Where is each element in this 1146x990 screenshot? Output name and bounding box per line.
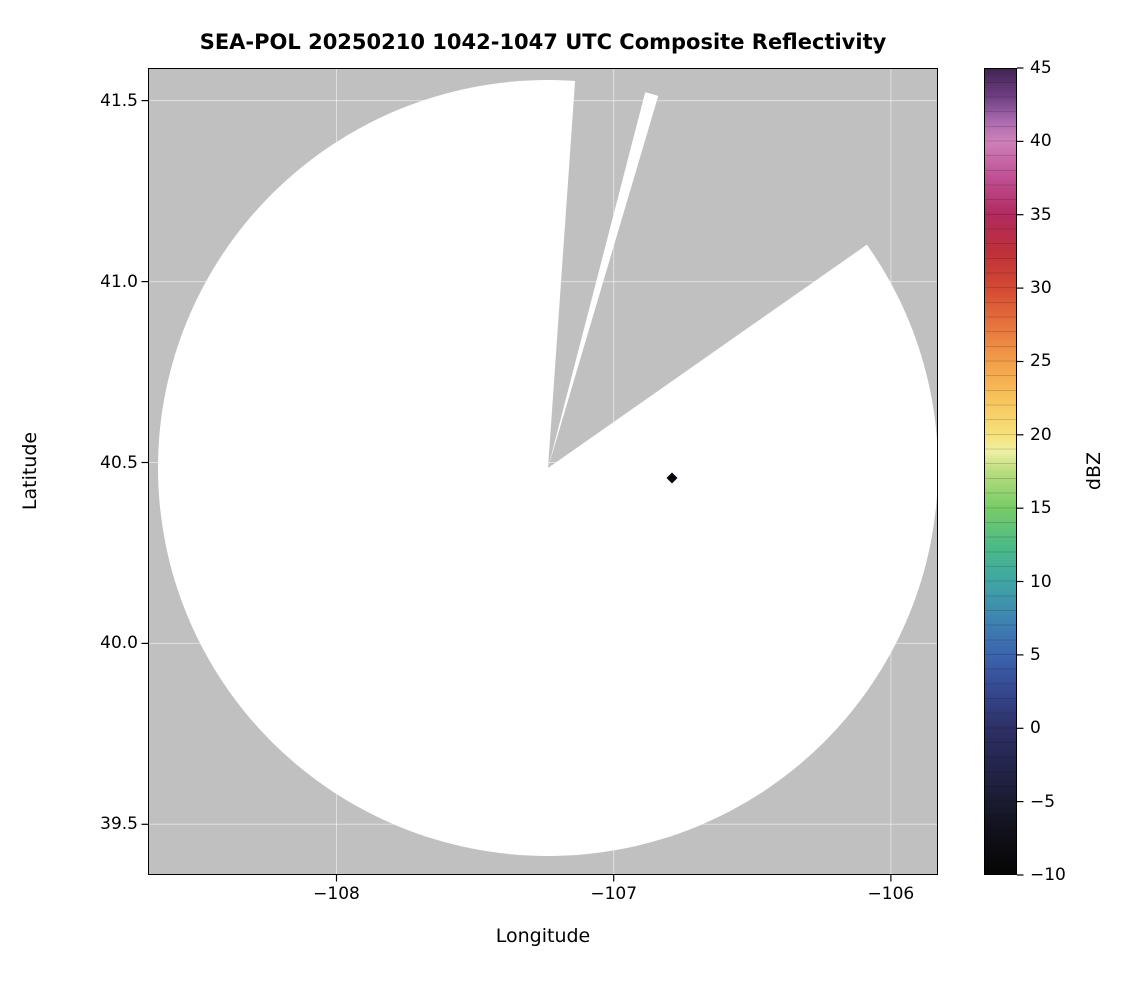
- plot-frame: [148, 68, 938, 875]
- blocked-sector-wedge-north: [548, 68, 652, 468]
- colorbar-tick-label: 40: [1030, 131, 1052, 151]
- x-axis-label: Longitude: [495, 925, 591, 947]
- y-tick-label: 41.0: [100, 272, 138, 292]
- echo-marker: [666, 472, 678, 484]
- grid-lines: [148, 68, 938, 875]
- colorbar: [984, 68, 1017, 875]
- colorbar-gradient: [984, 68, 1017, 875]
- y-tick-label: 40.5: [100, 453, 138, 473]
- colorbar-tick-label: 15: [1030, 498, 1052, 518]
- colorbar-tick-marks: [1017, 67, 1024, 876]
- y-tick-label: 40.0: [100, 633, 138, 653]
- x-tick-label: −106: [867, 884, 915, 904]
- colorbar-tick-label: 10: [1030, 572, 1052, 592]
- colorbar-tick-label: 5: [1030, 645, 1041, 665]
- colorbar-tick-label: 45: [1030, 58, 1052, 78]
- y-tick-label: 41.5: [100, 91, 138, 111]
- colorbar-banding-overlay: [984, 68, 1017, 875]
- colorbar-tick-label: 20: [1030, 425, 1052, 445]
- x-tick-label: −108: [313, 884, 360, 904]
- colorbar-tick-label: −5: [1030, 792, 1056, 812]
- colorbar-tick-label: 30: [1030, 278, 1052, 298]
- chart-title: SEA-POL 20250210 1042-1047 UTC Composite…: [199, 30, 887, 54]
- x-tick-label: −107: [590, 884, 638, 904]
- colorbar-frame: [984, 68, 1017, 875]
- colorbar-tick-label: −10: [1030, 865, 1066, 885]
- colorbar-tick-label: 25: [1030, 351, 1052, 371]
- blocked-sector-wedge-northeast: [548, 68, 909, 468]
- colorbar-label: dBZ: [1083, 451, 1105, 491]
- y-tick-label: 39.5: [100, 814, 138, 834]
- axis-tick-marks: [141, 99, 892, 882]
- colorbar-tick-label: 0: [1030, 718, 1041, 738]
- colorbar-tick-label: 35: [1030, 205, 1052, 225]
